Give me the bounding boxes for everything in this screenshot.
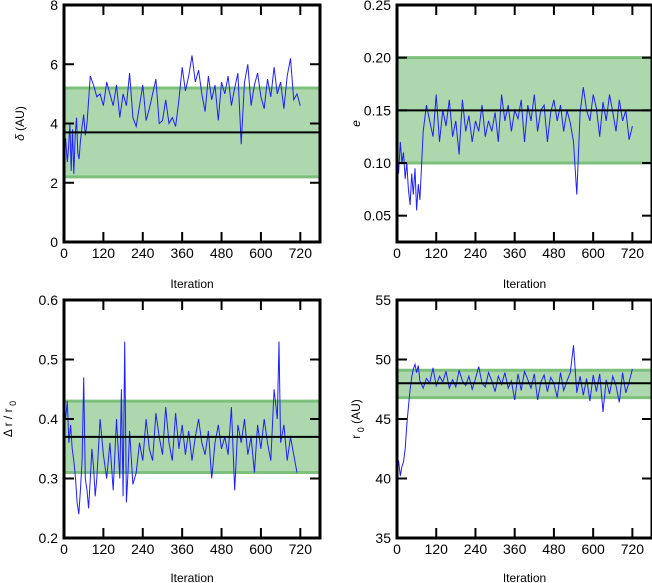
y-tick-label: 8 [50, 0, 58, 13]
x-axis-label: Iteration [170, 277, 213, 291]
y-tick-label: 0.25 [364, 0, 391, 13]
y-axis-label: r 0 (AU) [349, 399, 366, 439]
x-tick-label: 720 [289, 245, 313, 261]
y-tick-label: 45 [375, 411, 391, 427]
trace-line [396, 345, 633, 477]
y-tick-label: 0.2 [39, 530, 59, 546]
y-tick-label: 35 [375, 530, 391, 546]
x-tick-label: 480 [542, 245, 566, 261]
x-tick-label: 720 [621, 245, 645, 261]
x-tick-label: 120 [92, 245, 116, 261]
x-tick-label: 480 [210, 245, 234, 261]
y-tick-label: 0 [50, 234, 58, 250]
x-tick-label: 720 [621, 541, 645, 557]
x-tick-label: 600 [581, 245, 605, 261]
x-tick-label: 480 [542, 541, 566, 557]
x-axis-label: Iteration [170, 571, 213, 583]
y-tick-label: 0.4 [39, 411, 59, 427]
x-tick-label: 360 [170, 245, 194, 261]
trace-line [63, 341, 298, 515]
y-tick-label: 4 [50, 116, 58, 132]
x-tick-label: 120 [92, 541, 116, 557]
y-tick-label: 40 [375, 471, 391, 487]
y-tick-label: 2 [50, 175, 58, 191]
trace-line [396, 87, 633, 211]
panel-delta: 0 120 240 360 480 600 720 0 2 4 6 8 Iteration δ (AU) [13, 0, 322, 291]
panel-eccentricity: 0 120 240 360 480 600 720 0.05 0.10 0.15 0.20 0.25 I… [349, 0, 652, 291]
x-axis-label: Iteration [503, 277, 546, 291]
x-tick-label: 360 [170, 541, 194, 557]
trace-line [63, 55, 301, 174]
y-axis-label: δ (AU) [13, 106, 27, 141]
x-axis-label: Iteration [503, 571, 546, 583]
y-tick-label: 50 [375, 352, 391, 368]
y-tick-label: 0.15 [364, 102, 391, 118]
x-tick-label: 360 [503, 245, 527, 261]
y-tick-label: 0.05 [364, 208, 391, 224]
x-tick-label: 600 [581, 541, 605, 557]
panel-r0: 0 120 240 360 480 600 720 35 40 45 50 55 Iteration r … [349, 292, 652, 583]
x-tick-label: 600 [249, 245, 273, 261]
y-tick-label: 0.3 [39, 471, 59, 487]
y-tick-label: 0.6 [39, 292, 59, 308]
panel-dr-over-r0: 0 120 240 360 480 600 720 0.2 0.3 0.4 0.5 0.6 Iterat… [1, 292, 322, 583]
x-tick-label: 0 [60, 245, 68, 261]
y-tick-label: 55 [375, 292, 391, 308]
x-tick-label: 600 [249, 541, 273, 557]
x-tick-label: 360 [503, 541, 527, 557]
y-tick-label: 0.5 [39, 352, 59, 368]
x-tick-label: 480 [210, 541, 234, 557]
x-tick-label: 240 [131, 245, 155, 261]
y-tick-label: 6 [50, 56, 58, 72]
x-tick-label: 0 [60, 541, 68, 557]
x-tick-label: 240 [464, 541, 488, 557]
plot-frame [395, 3, 652, 244]
x-tick-label: 240 [464, 245, 488, 261]
x-tick-label: 0 [393, 245, 401, 261]
x-tick-label: 240 [131, 541, 155, 557]
y-axis-label: Δ r / r 0 [1, 401, 18, 437]
y-tick-label: 0.10 [364, 155, 391, 171]
x-tick-label: 0 [393, 541, 401, 557]
x-tick-label: 120 [425, 245, 449, 261]
y-tick-label: 0.20 [364, 50, 391, 66]
x-tick-label: 720 [289, 541, 313, 557]
x-tick-label: 120 [425, 541, 449, 557]
y-axis-label: e [349, 120, 363, 127]
